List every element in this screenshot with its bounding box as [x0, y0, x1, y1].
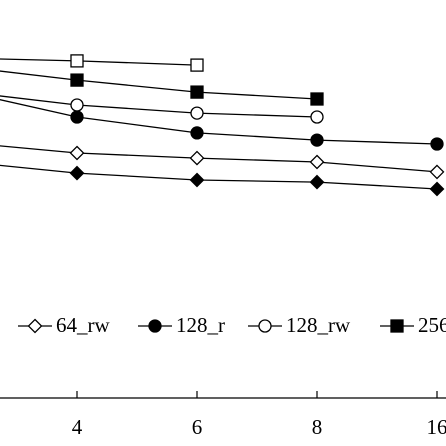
legend-marker — [390, 319, 404, 333]
legend-label: 256_r — [418, 313, 446, 337]
point — [190, 85, 204, 99]
series-line — [0, 164, 438, 190]
point — [69, 165, 85, 181]
series-line — [0, 70, 318, 100]
legend-label: 128_rw — [286, 313, 351, 337]
point — [310, 133, 324, 147]
series-line — [0, 58, 198, 66]
point — [309, 174, 325, 190]
point — [70, 98, 84, 112]
legend-label: 128_r — [176, 313, 225, 337]
x-tick-label: 16 — [427, 415, 446, 439]
point — [190, 126, 204, 140]
series-line — [0, 99, 438, 145]
point — [69, 145, 85, 161]
legend-marker — [148, 319, 162, 333]
point — [70, 54, 84, 68]
legend-marker — [27, 318, 43, 334]
series-line — [0, 145, 438, 173]
legend-label: 64_rw — [56, 313, 110, 337]
x-tick-label: 4 — [72, 415, 83, 439]
point — [190, 106, 204, 120]
point — [430, 137, 444, 151]
point — [309, 154, 325, 170]
point — [429, 164, 445, 180]
series-line — [0, 95, 318, 118]
point — [70, 110, 84, 124]
point — [190, 58, 204, 72]
point — [189, 150, 205, 166]
x-tick-label: 8 — [312, 415, 323, 439]
point — [429, 181, 445, 197]
point — [310, 92, 324, 106]
point — [310, 110, 324, 124]
legend-marker — [258, 319, 272, 333]
point — [70, 73, 84, 87]
point — [189, 172, 205, 188]
x-tick-label: 6 — [192, 415, 203, 439]
